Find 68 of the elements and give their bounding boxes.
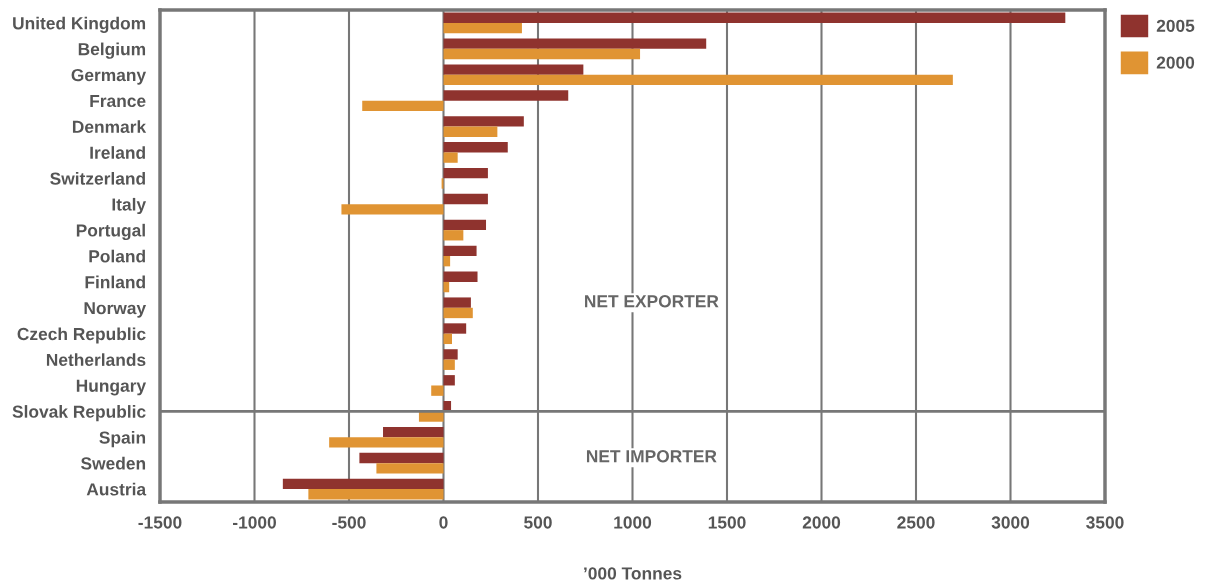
y-tick-label: Switzerland: [50, 172, 145, 185]
x-tick-label: -1500: [138, 516, 182, 529]
bar: [359, 452, 444, 464]
bar: [362, 100, 444, 111]
bar: [443, 48, 641, 60]
x-tick-label: 3500: [1086, 516, 1124, 529]
bar: [443, 359, 455, 370]
y-tick-label: Netherlands: [46, 353, 146, 367]
bar: [443, 333, 452, 345]
annotation: NET EXPORTER: [585, 295, 719, 308]
y-tick-label: Norway: [84, 302, 147, 318]
bar: [282, 478, 444, 490]
x-tick-label: -1000: [232, 516, 276, 529]
x-axis-title: ’000 Tonnes: [584, 567, 682, 580]
x-tick-label: 3000: [991, 516, 1030, 529]
y-tick-label: Austria: [86, 482, 147, 496]
bar: [383, 426, 444, 438]
y-tick-label: Spain: [99, 430, 146, 448]
x-tick-label: 1500: [708, 516, 746, 529]
x-tick-label: 0: [439, 516, 448, 529]
bar: [329, 437, 444, 448]
bar: [443, 297, 471, 308]
y-tick-label: Poland: [89, 249, 145, 263]
y-tick-label: Germany: [71, 68, 147, 85]
bar: [443, 12, 1066, 23]
bar: [443, 142, 508, 153]
x-tick-label: 2000: [802, 516, 841, 529]
bar: [443, 167, 488, 179]
bar: [341, 204, 444, 215]
bar: [443, 126, 498, 137]
bar: [443, 307, 473, 319]
bar: [443, 230, 464, 241]
bar: [443, 90, 569, 101]
bar: [443, 349, 458, 360]
y-tick-label: Belgium: [78, 42, 146, 59]
y-tick-label: Ireland: [90, 146, 145, 159]
y-tick-label: United Kingdom: [13, 16, 146, 33]
y-tick-label: France: [90, 94, 146, 108]
bar: [443, 38, 707, 49]
bar: [443, 245, 477, 256]
y-tick-label: Sweden: [81, 456, 146, 470]
legend-label: 2000: [1156, 56, 1195, 69]
bar: [443, 375, 455, 386]
bar: [443, 152, 458, 163]
x-tick-label: 2500: [897, 516, 935, 529]
x-tick-label: -500: [332, 516, 366, 529]
y-tick-label: Czech Republic: [17, 327, 146, 344]
bar: [443, 271, 478, 282]
y-tick-label: Portugal: [76, 223, 145, 241]
bar: [376, 463, 444, 474]
bar: [308, 489, 444, 500]
bar: [443, 193, 488, 205]
legend-label: 2005: [1156, 19, 1195, 32]
bar: [443, 323, 467, 334]
y-tick-label: Hungary: [76, 379, 147, 396]
x-tick-label: 1000: [614, 516, 652, 529]
bar: [443, 116, 524, 127]
bar: [443, 219, 487, 231]
annotation: NET IMPORTER: [586, 450, 717, 463]
y-tick-label: Finland: [85, 275, 145, 289]
bar: [443, 74, 953, 86]
bar: [431, 385, 444, 396]
y-tick-label: Slovak Republic: [12, 405, 146, 422]
x-tick-label: 500: [524, 516, 552, 529]
y-tick-label: Denmark: [72, 120, 147, 133]
y-tick-label: Italy: [112, 197, 147, 215]
bar: [443, 22, 522, 34]
bar: [443, 64, 584, 75]
